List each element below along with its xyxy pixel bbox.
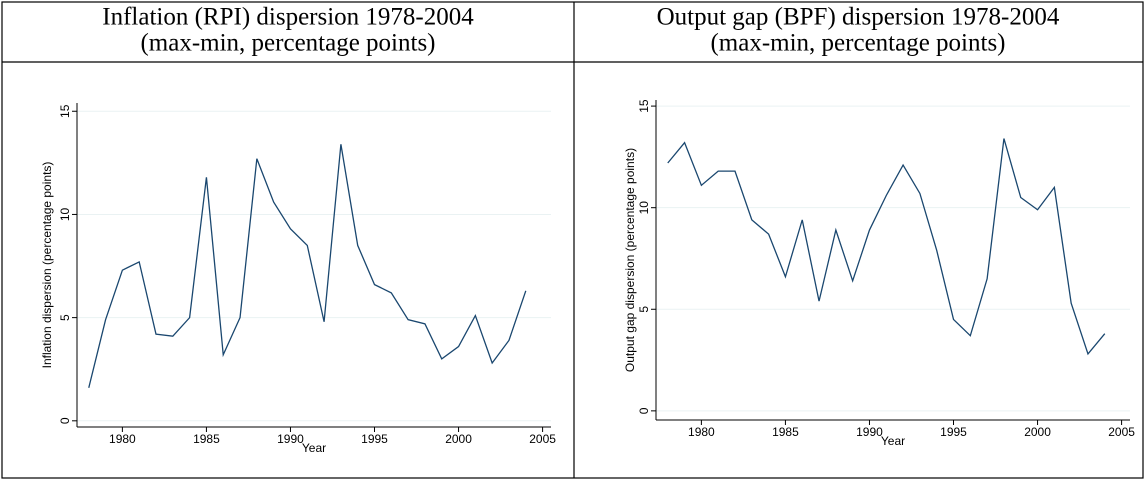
x-tick-label: 1990 — [277, 432, 304, 446]
x-tick-label: 1980 — [688, 425, 715, 439]
x-tick-label: 1980 — [109, 432, 136, 446]
x-tick-label: 1995 — [940, 425, 967, 439]
x-tick-label: 2000 — [1024, 425, 1051, 439]
y-axis-title: Output gap dispersion (percentage points… — [623, 148, 637, 372]
y-tick-label: 15 — [58, 104, 72, 118]
y-tick-label: 5 — [637, 306, 651, 313]
line — [667, 138, 1106, 356]
x-tick-label: 1990 — [856, 425, 883, 439]
y-axis-title: Inflation dispersion (percentage points) — [40, 162, 54, 369]
chart-title: Inflation (RPI) dispersion 1978-2004 — [102, 4, 474, 31]
x-tick-label: 2005 — [1108, 425, 1135, 439]
chart-title: Output gap (BPF) dispersion 1978-2004 — [657, 4, 1060, 31]
x-axis-title: Year — [881, 434, 905, 448]
line — [88, 144, 527, 388]
y-tick-label: 0 — [58, 417, 72, 424]
x-tick-label: 1995 — [361, 432, 388, 446]
chart-subtitle: (max-min, percentage points) — [710, 30, 1005, 57]
x-tick-label: 1985 — [193, 432, 220, 446]
x-axis-title: Year — [302, 441, 326, 455]
y-tick-label: 15 — [637, 99, 651, 113]
y-tick-label: 10 — [58, 207, 72, 221]
chart-subtitle: (max-min, percentage points) — [140, 30, 435, 57]
x-tick-label: 2005 — [529, 432, 556, 446]
y-tick-label: 0 — [637, 407, 651, 414]
y-tick-label: 10 — [637, 201, 651, 215]
x-tick-label: 1985 — [772, 425, 799, 439]
x-tick-label: 2000 — [445, 432, 472, 446]
y-tick-label: 5 — [58, 314, 72, 321]
